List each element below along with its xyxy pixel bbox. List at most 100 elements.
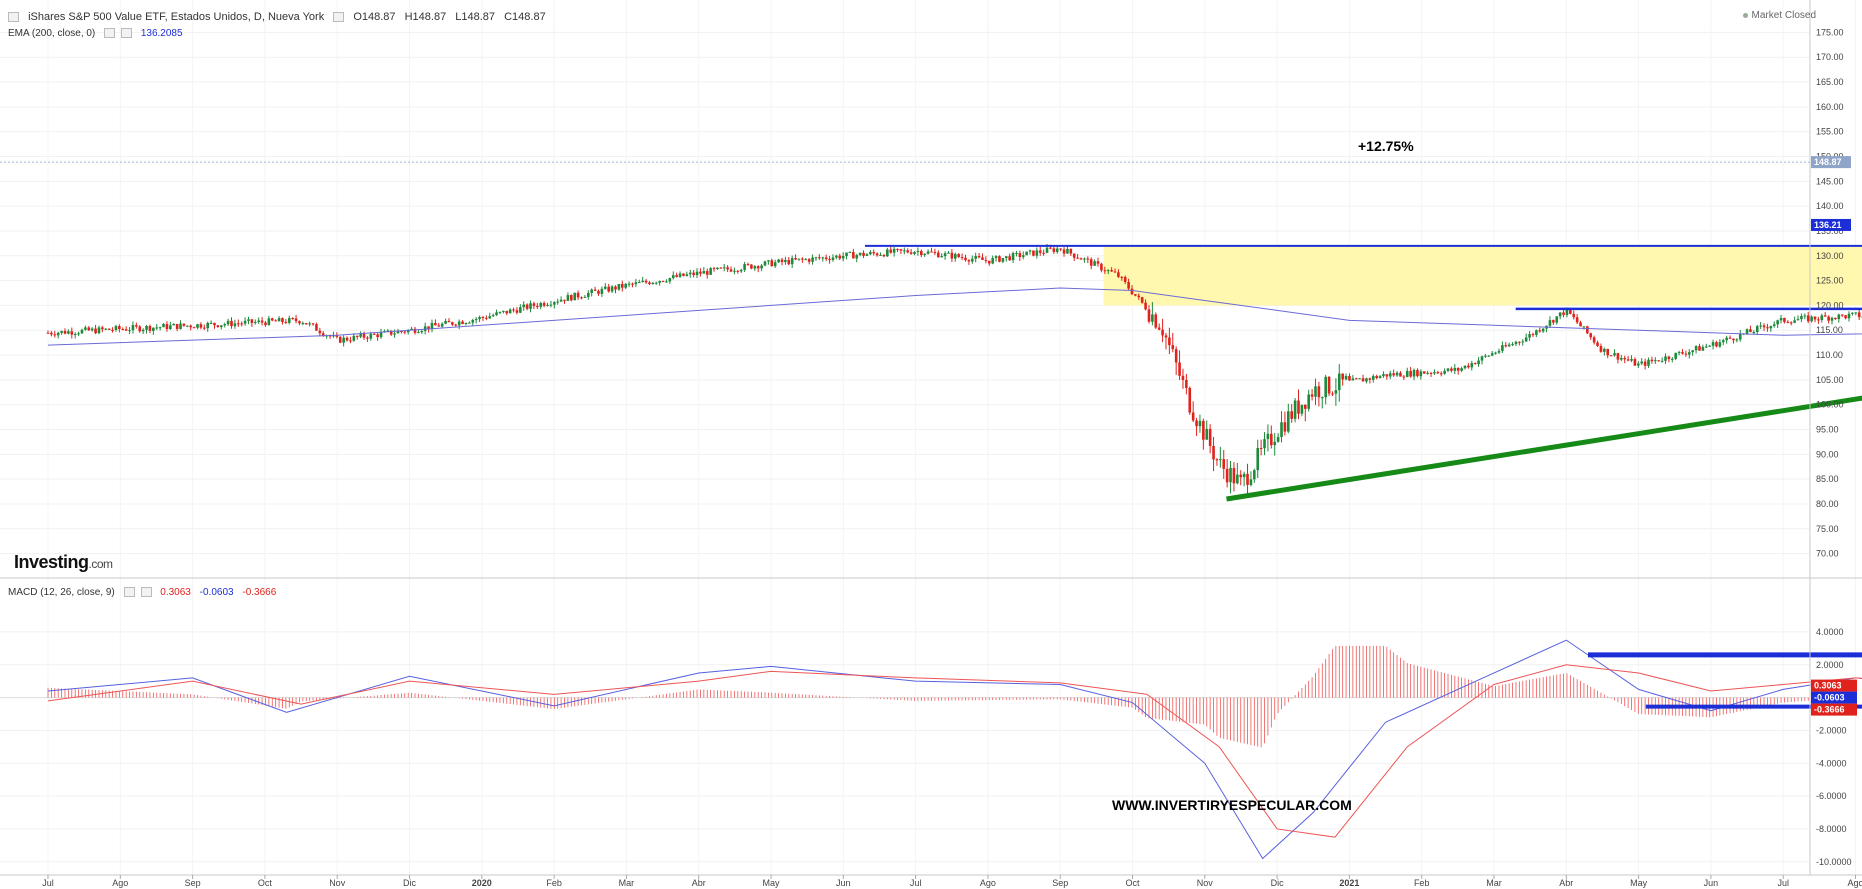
candle-body	[121, 329, 125, 331]
candle-body	[1287, 411, 1290, 432]
candle-body	[304, 323, 308, 325]
collapse-icon[interactable]	[8, 12, 19, 23]
candle-body	[682, 273, 685, 276]
candle-body	[1507, 344, 1511, 347]
candle-body	[702, 271, 706, 274]
candle-body	[1579, 322, 1582, 327]
candle-body	[892, 248, 896, 253]
candle-body	[1137, 295, 1141, 298]
candle-body	[457, 321, 461, 326]
candle-body	[359, 333, 362, 337]
ema-close-icon[interactable]	[121, 28, 133, 39]
candle-body	[1371, 376, 1375, 380]
candle-body	[338, 336, 342, 343]
candle-body	[495, 312, 498, 316]
x-tick-label: Jun	[836, 878, 851, 888]
candle-body	[964, 257, 967, 261]
candle-body	[94, 328, 97, 334]
candle-body	[1066, 248, 1069, 254]
y-tick-label: 170.00	[1816, 52, 1844, 62]
y-tick-label: 130.00	[1816, 251, 1844, 261]
candle-body	[274, 320, 277, 322]
y-tick-label: 85.00	[1816, 474, 1839, 484]
candle-body	[389, 330, 393, 335]
candle-body	[1337, 373, 1341, 391]
y-tick-label: 100.00	[1816, 400, 1844, 410]
candle-body	[488, 316, 492, 319]
candle-body	[695, 271, 699, 276]
candle-body	[1470, 363, 1474, 368]
candle-body	[1514, 341, 1518, 345]
candle-body	[50, 332, 53, 335]
candle-body	[899, 249, 903, 251]
candle-body	[862, 252, 865, 256]
close-value: C148.87	[504, 11, 546, 23]
candle-body	[1548, 320, 1552, 326]
candle-body	[1270, 433, 1273, 446]
candle-body	[1840, 314, 1844, 316]
candle-body	[172, 323, 176, 326]
candle-body	[1354, 378, 1358, 380]
candle-body	[1857, 312, 1861, 318]
candle-body	[835, 255, 838, 258]
candle-body	[1035, 250, 1039, 256]
candle-body	[875, 253, 879, 256]
candle-body	[1191, 412, 1195, 421]
candle-body	[226, 320, 230, 325]
candle-body	[1344, 376, 1348, 380]
candle-body	[1681, 352, 1684, 354]
candle-body	[1541, 328, 1545, 332]
ema-label: EMA (200, close, 0)	[8, 28, 96, 39]
candle-body	[668, 278, 672, 282]
macd-value-tag-label: 0.3063	[1814, 681, 1842, 691]
candle-body	[1429, 372, 1433, 374]
candle-body	[1766, 327, 1769, 329]
candle-body	[1038, 250, 1042, 253]
candle-body	[1854, 312, 1858, 314]
candle-body	[1083, 258, 1086, 260]
x-tick-label: Ago	[112, 878, 128, 888]
candle-body	[858, 252, 862, 256]
x-tick-label: Ago	[980, 878, 996, 888]
y-tick-label: 105.00	[1816, 375, 1844, 385]
candle-body	[1837, 314, 1841, 320]
candle-body	[1178, 362, 1181, 376]
candle-body	[1324, 376, 1327, 398]
candle-body	[281, 318, 284, 322]
candle-body	[1725, 337, 1728, 341]
candle-body	[1181, 375, 1185, 380]
ema-settings-icon[interactable]	[104, 28, 116, 39]
y-tick-label: 145.00	[1816, 176, 1844, 186]
settings-icon[interactable]	[333, 12, 345, 23]
y-tick-label: 140.00	[1816, 201, 1844, 211]
candle-body	[688, 272, 692, 275]
candle-body	[1569, 308, 1572, 314]
macd-settings-icon[interactable]	[123, 587, 135, 598]
candle-body	[1253, 470, 1256, 480]
candle-body	[1021, 255, 1025, 257]
candle-body	[729, 269, 733, 272]
candle-body	[46, 332, 50, 334]
candle-body	[1409, 370, 1412, 377]
candle-body	[614, 286, 617, 290]
candle-body	[716, 267, 719, 270]
candle-body	[1042, 252, 1045, 254]
candle-body	[1378, 376, 1382, 379]
candle-body	[1025, 251, 1028, 256]
candle-body	[1100, 263, 1103, 271]
candle-body	[196, 324, 199, 328]
x-tick-label: Feb	[1414, 878, 1430, 888]
candle-body	[532, 303, 536, 306]
candle-body	[1076, 257, 1079, 259]
candle-body	[811, 257, 814, 262]
candle-body	[315, 324, 318, 331]
macd-y-tick-label: -10.0000	[1816, 857, 1852, 867]
candle-body	[1609, 355, 1613, 357]
macd-close-icon[interactable]	[140, 587, 152, 598]
x-tick-label: 2021	[1339, 878, 1359, 888]
candle-body	[597, 290, 600, 294]
candle-body	[1755, 326, 1759, 332]
candle-body	[124, 329, 128, 331]
candle-body	[559, 299, 563, 302]
candle-body	[247, 319, 250, 321]
